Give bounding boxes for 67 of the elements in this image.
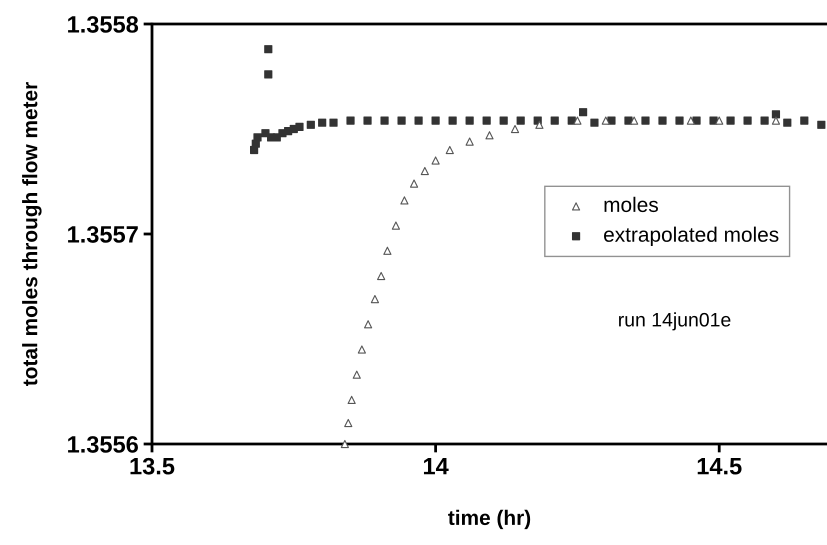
point [410, 180, 418, 188]
point [432, 116, 440, 125]
point [772, 116, 780, 125]
x-tick-label: 14 [424, 458, 449, 474]
point [318, 118, 326, 127]
point [380, 116, 389, 125]
point [535, 120, 544, 129]
point [364, 320, 372, 328]
legend-label: moles [604, 196, 658, 212]
point [370, 295, 380, 304]
point [358, 345, 366, 354]
legend-label: extrapolated moles [604, 226, 778, 246]
point [329, 118, 338, 127]
point [630, 116, 638, 125]
point [500, 116, 508, 125]
point [348, 396, 356, 404]
point [602, 116, 610, 125]
point [783, 118, 792, 127]
point [726, 116, 735, 125]
point [397, 116, 406, 125]
point [482, 116, 491, 125]
point [760, 116, 769, 125]
point [400, 196, 409, 204]
point [485, 131, 494, 140]
y-tick-label: 1.3557 [68, 226, 138, 243]
point [686, 116, 695, 125]
point [446, 146, 454, 154]
point [772, 110, 780, 118]
point [715, 116, 724, 125]
point [578, 108, 588, 116]
point [800, 116, 808, 125]
point [346, 116, 355, 125]
point [743, 116, 752, 125]
point [383, 246, 392, 255]
point [817, 120, 826, 129]
point [658, 116, 667, 125]
point [392, 222, 400, 230]
point [590, 118, 599, 127]
point [573, 116, 582, 125]
point [510, 124, 520, 134]
point [516, 116, 525, 125]
x-axis-title: time (hr) [448, 510, 530, 530]
point [675, 116, 684, 125]
point [363, 116, 372, 125]
y-axis-title: total moles through flow meter [22, 82, 42, 386]
y-tick-label: 1.3558 [68, 16, 138, 33]
point [377, 272, 386, 280]
point [253, 133, 262, 142]
point [448, 116, 457, 125]
point [340, 440, 349, 448]
point [264, 70, 272, 78]
point [264, 45, 272, 54]
point [550, 116, 559, 125]
point [466, 116, 474, 125]
point [414, 116, 423, 125]
point [295, 122, 304, 131]
point [352, 370, 361, 379]
point [432, 156, 440, 165]
point [344, 418, 352, 428]
point [420, 166, 429, 176]
point [306, 120, 315, 129]
y-tick-label: 1.3556 [68, 436, 138, 453]
x-tick-label: 13.5 [130, 458, 174, 475]
point [641, 116, 650, 125]
x-tick-label: 14.5 [698, 458, 742, 475]
point [466, 138, 474, 146]
annotation: run 14jun01e [619, 312, 730, 330]
